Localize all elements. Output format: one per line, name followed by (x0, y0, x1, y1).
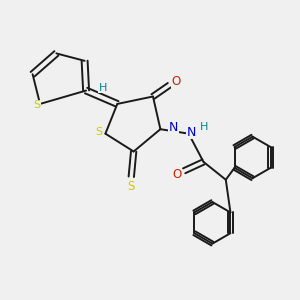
Text: S: S (95, 127, 102, 137)
Text: S: S (34, 100, 40, 110)
Text: H: H (200, 122, 208, 132)
Text: N: N (187, 126, 196, 139)
Text: N: N (169, 121, 178, 134)
Text: S: S (128, 180, 135, 193)
Text: H: H (99, 83, 107, 93)
Text: O: O (172, 168, 182, 181)
Text: O: O (171, 75, 181, 88)
